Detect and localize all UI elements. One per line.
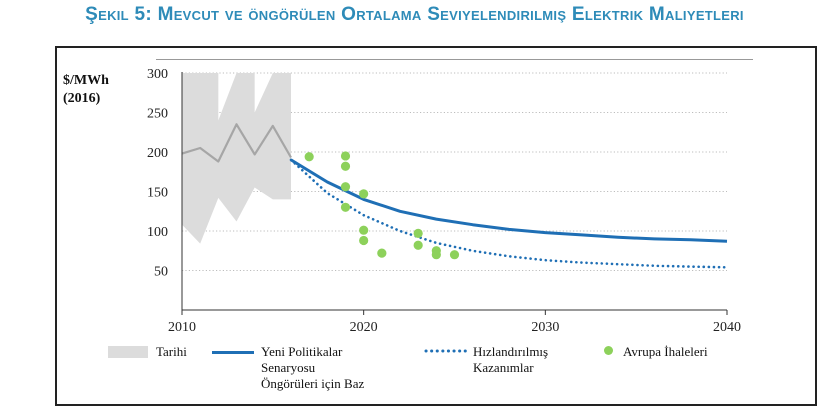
legend-accel-line2: Kazanımlar — [473, 360, 534, 375]
auction-points — [304, 151, 460, 260]
auction-point-6 — [359, 225, 369, 235]
axes: 50 100 150 200 250 300 2010 2020 2030 2040 — [147, 67, 741, 335]
historical-average-line — [181, 123, 292, 163]
y-axis-year: (2016) — [63, 91, 101, 106]
legend-label-accelerated: Hızlandırılmış Kazanımlar — [473, 344, 548, 376]
auction-point-8 — [377, 248, 387, 258]
auction-point-9 — [413, 228, 423, 238]
new-policies-base-line — [290, 158, 728, 243]
auction-point-5 — [359, 189, 369, 199]
chart-frame — [55, 46, 817, 406]
x-tick-label-2010: 2010 — [168, 320, 196, 335]
y-tick-label-250: 250 — [147, 107, 168, 122]
auction-point-0 — [304, 152, 314, 162]
y-tick-label-50: 50 — [154, 265, 168, 280]
figure-title: Şekil 5: Mevcut ve öngörülen Ortalama Se… — [85, 4, 744, 25]
auction-point-13 — [449, 250, 460, 260]
y-tick-label-300: 300 — [147, 67, 168, 82]
y-tick-label-200: 200 — [147, 146, 168, 161]
x-tick-label-2040: 2040 — [713, 320, 741, 335]
auction-point-4 — [340, 202, 351, 212]
title-rule — [156, 59, 753, 60]
y-axis-unit: $/MWh — [63, 73, 109, 88]
x-tick-label-2030: 2030 — [531, 320, 559, 335]
historical-range-band — [182, 73, 291, 244]
x-tick-label-2020: 2020 — [350, 320, 378, 335]
y-tick-label-100: 100 — [147, 225, 168, 240]
auction-point-7 — [359, 235, 369, 246]
y-tick-label-150: 150 — [147, 186, 168, 201]
auction-point-12 — [431, 250, 441, 260]
historical-band — [182, 73, 291, 244]
legend-label-base: Yeni Politikalar Senaryosu Öngörüleri iç… — [261, 344, 364, 392]
legend-swatch-band — [108, 346, 148, 358]
legend-base-line2: Senaryosu — [261, 360, 316, 375]
y-axis-label: $/MWh (2016) — [63, 72, 109, 108]
auction-point-10 — [413, 240, 423, 250]
legend-accel-line1: Hızlandırılmış — [473, 344, 549, 359]
legend-swatch-base — [212, 351, 254, 354]
legend-swatch-auction — [604, 346, 613, 355]
legend-label-tarihi: Tarihi — [156, 344, 187, 359]
legend-base-line3: Öngörüleri için Baz — [261, 376, 365, 391]
legend-swatch-dotted — [424, 349, 470, 353]
accelerated-gains-line — [289, 158, 729, 269]
gridlines — [182, 72, 727, 271]
auction-point-2 — [340, 161, 351, 171]
legend-label-auctions: Avrupa İhaleleri — [623, 344, 708, 359]
series-lines — [181, 123, 729, 269]
legend-base-line1: Yeni Politikalar — [261, 344, 343, 359]
auction-point-3 — [340, 182, 351, 192]
auction-point-1 — [340, 151, 351, 161]
